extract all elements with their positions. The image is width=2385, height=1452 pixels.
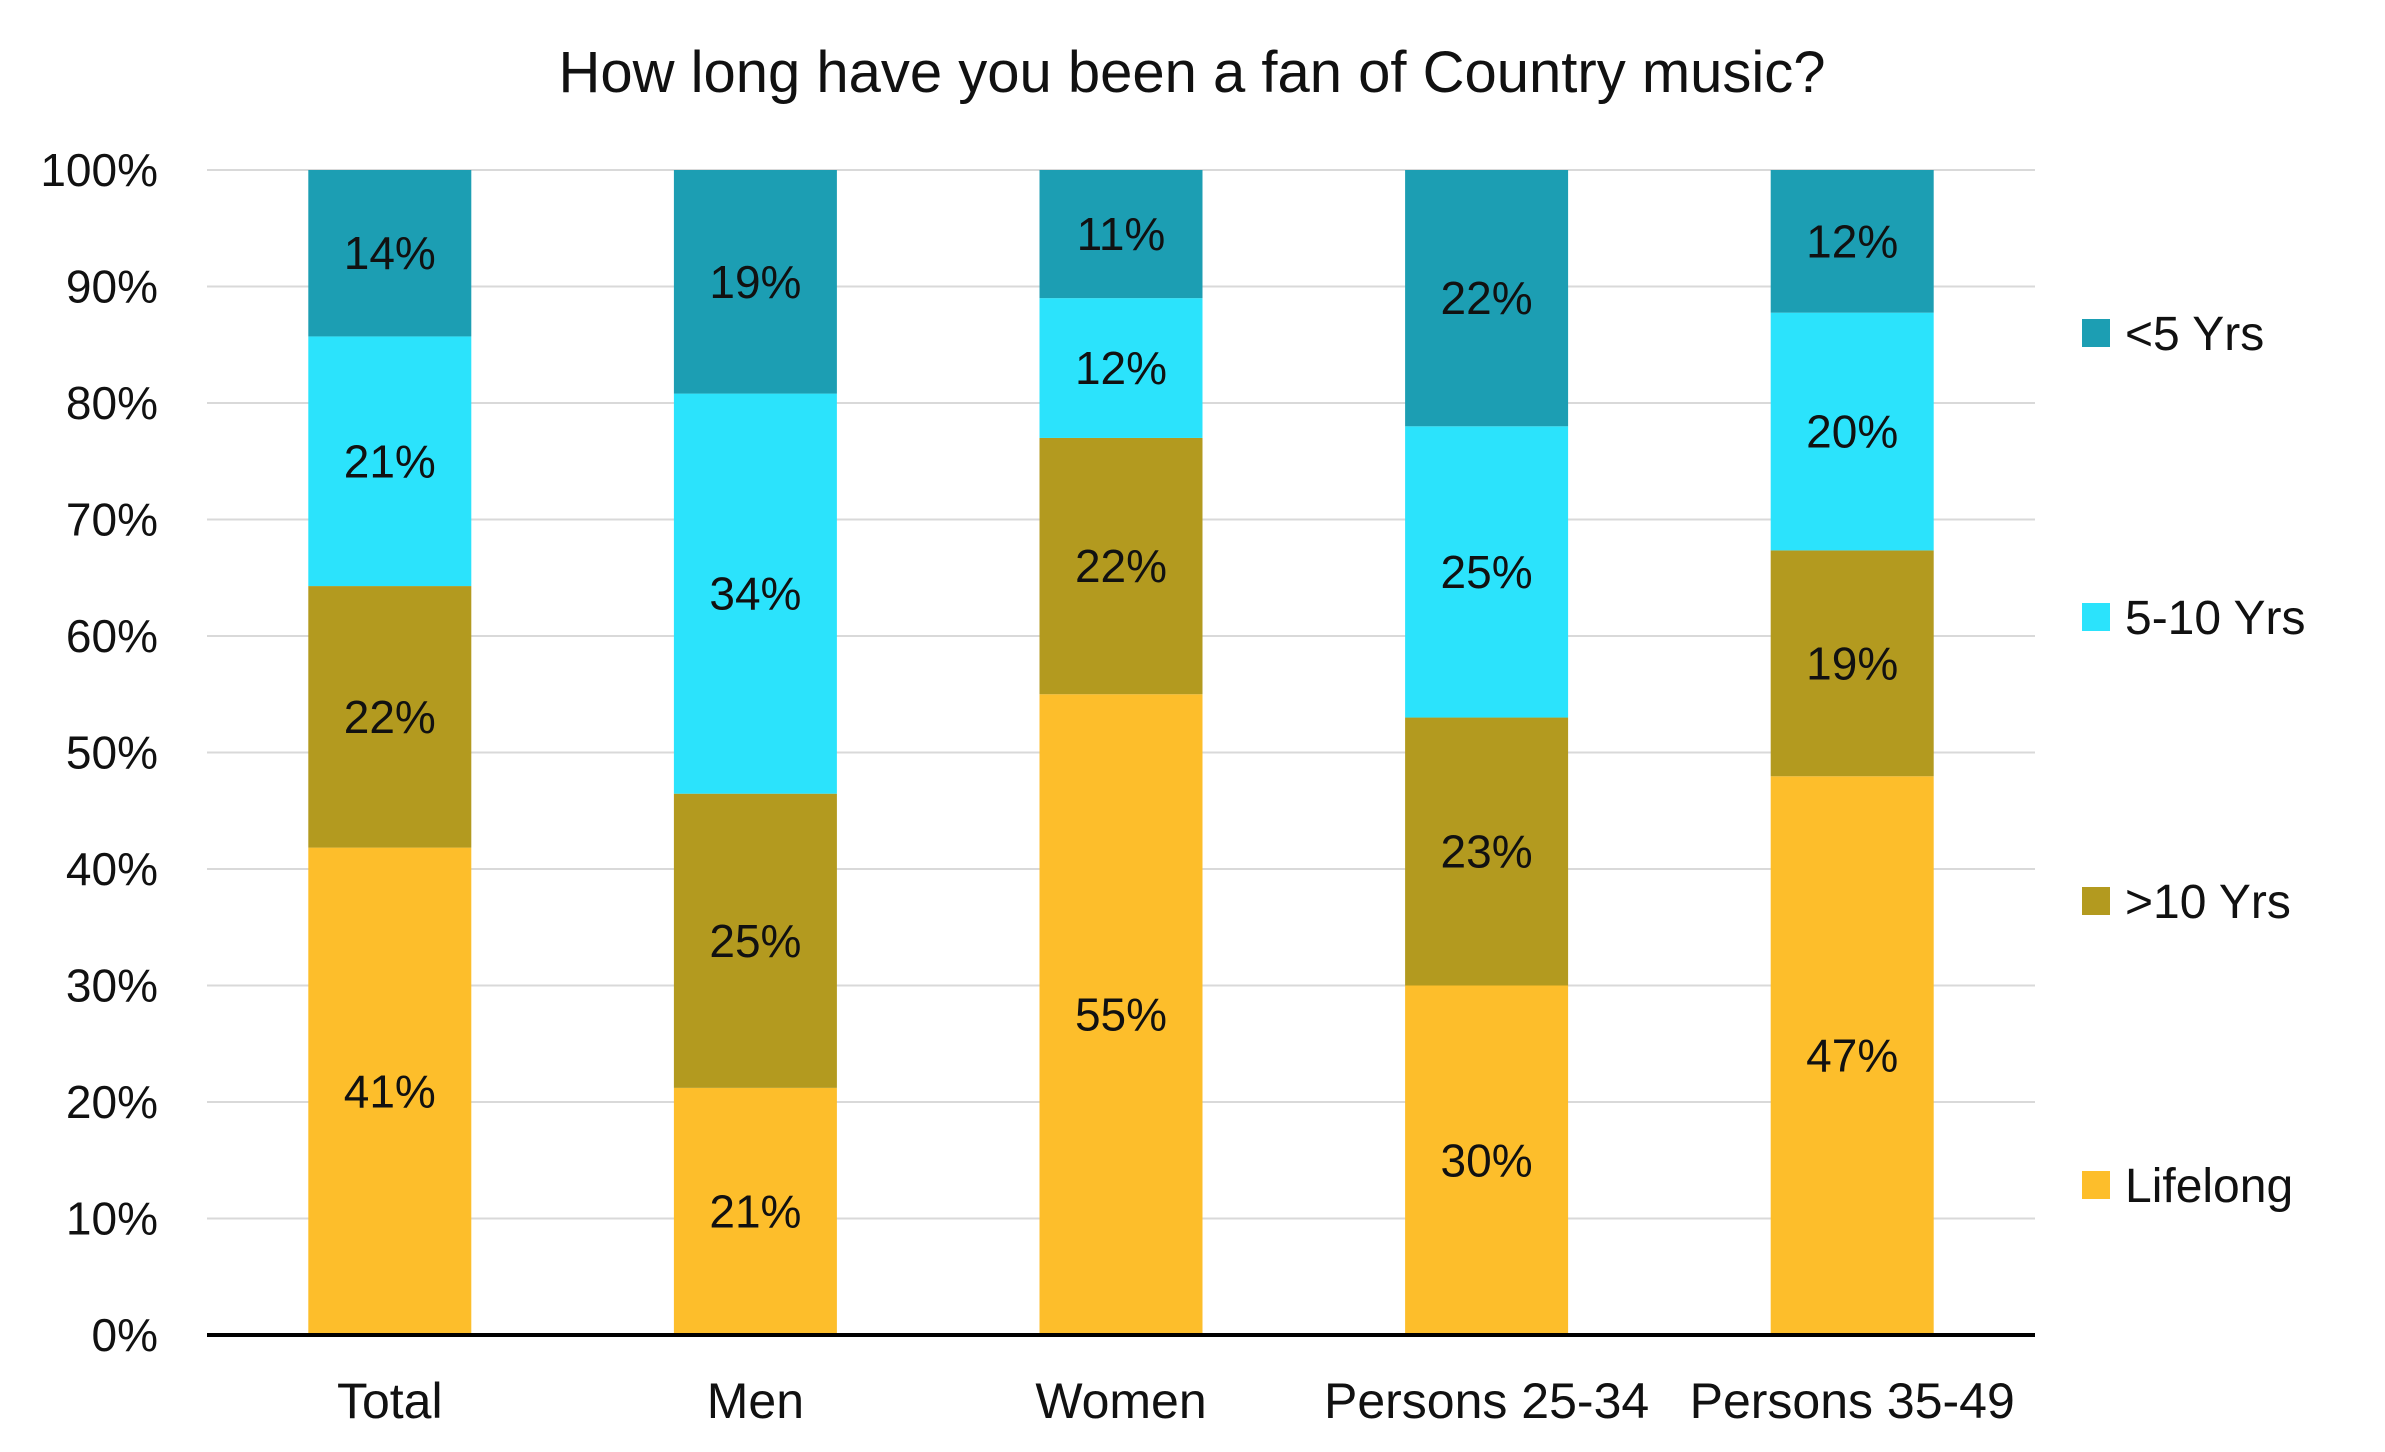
data-label: 55% <box>1075 989 1167 1041</box>
y-tick-label: 10% <box>66 1193 158 1245</box>
bar-segment <box>673 393 837 794</box>
legend: <5 Yrs 5-10 Yrs >10 Yrs Lifelong <box>2082 308 2306 1213</box>
y-tick-label: 100% <box>40 144 158 196</box>
legend-swatch <box>2082 603 2110 631</box>
legend-swatch <box>2082 1171 2110 1199</box>
bar-segment <box>308 847 472 1335</box>
x-category-label: Persons 35-49 <box>1690 1373 2015 1429</box>
bar-segment <box>1770 550 1934 777</box>
legend-swatch <box>2082 319 2110 347</box>
data-label: 22% <box>1441 272 1533 324</box>
y-tick-label: 30% <box>66 960 158 1012</box>
bar-segment <box>308 586 472 848</box>
y-tick-label: 40% <box>66 843 158 895</box>
legend-label: Lifelong <box>2125 1160 2293 1213</box>
legend-label: >10 Yrs <box>2125 876 2291 929</box>
bar-segment <box>1405 985 1569 1335</box>
bar-segment <box>1405 717 1569 986</box>
data-label: 22% <box>1075 540 1167 592</box>
data-label: 12% <box>1806 215 1898 267</box>
legend-swatch <box>2082 887 2110 915</box>
y-tick-label: 80% <box>66 377 158 429</box>
bar-segment <box>1039 170 1203 299</box>
data-label: 11% <box>1077 208 1166 260</box>
x-category-label: Total <box>337 1373 443 1429</box>
y-tick-label: 70% <box>66 494 158 546</box>
bar-segment <box>1039 694 1203 1335</box>
data-label: 12% <box>1075 342 1167 394</box>
x-category-label: Women <box>1035 1373 1206 1429</box>
bars <box>308 170 1934 1335</box>
data-label: 20% <box>1806 406 1898 458</box>
y-tick-label: 20% <box>66 1076 158 1128</box>
data-label: 21% <box>709 1185 801 1237</box>
y-tick-label: 60% <box>66 610 158 662</box>
data-label: 47% <box>1806 1030 1898 1082</box>
bar-segment <box>1770 312 1934 551</box>
bar-segment <box>1770 776 1934 1335</box>
data-label: 21% <box>344 435 436 487</box>
y-tick-label: 0% <box>92 1309 158 1361</box>
chart-title: How long have you been a fan of Country … <box>558 40 1825 105</box>
data-label: 19% <box>1806 637 1898 689</box>
x-category-label: Persons 25-34 <box>1324 1373 1649 1429</box>
y-axis-tick-labels: 0% 10% 20% 30% 40% 50% 60% 70% 80% 90% 100% <box>40 144 158 1361</box>
bar-segment <box>1770 170 1934 313</box>
bar-segment <box>673 170 837 394</box>
data-label: 34% <box>709 568 801 620</box>
data-label: 25% <box>709 915 801 967</box>
bar-segment <box>673 1087 837 1335</box>
legend-label: 5-10 Yrs <box>2125 592 2306 645</box>
bar-segment <box>1405 426 1569 718</box>
data-label: 19% <box>709 256 801 308</box>
data-label: 41% <box>344 1065 436 1117</box>
bar-segment <box>1039 437 1203 695</box>
y-tick-label: 50% <box>66 727 158 779</box>
x-category-label: Men <box>707 1373 804 1429</box>
y-tick-label: 90% <box>66 261 158 313</box>
bar-segment <box>308 170 472 337</box>
bar-segment <box>673 793 837 1088</box>
data-labels: 41% 22% 21% 14% 21% 25% 34% 19% 55% 22% 12% 11% 30% 2… <box>344 208 1898 1237</box>
data-label: 30% <box>1441 1134 1533 1186</box>
bar-segment <box>1405 170 1569 427</box>
bar-segment <box>1039 298 1203 438</box>
data-label: 25% <box>1441 546 1533 598</box>
legend-label: <5 Yrs <box>2125 308 2264 361</box>
bar-segment <box>308 336 472 587</box>
data-label: 23% <box>1441 826 1533 878</box>
x-axis-category-labels: Total Men Women Persons 25-34 Persons 35-49 <box>337 1373 2015 1429</box>
data-label: 14% <box>344 227 436 279</box>
data-label: 22% <box>344 691 436 743</box>
